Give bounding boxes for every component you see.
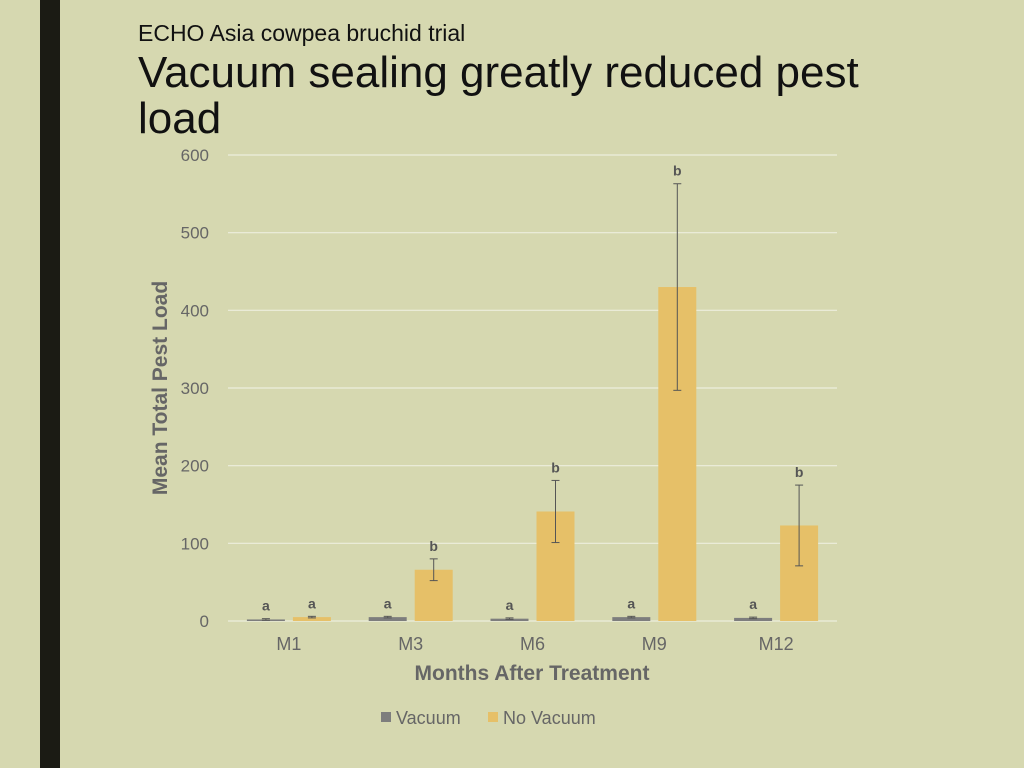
significance-label: b: [795, 464, 804, 480]
x-tick-label: M12: [759, 634, 794, 654]
legend-swatch-no-vacuum: [488, 712, 498, 722]
significance-label: a: [749, 596, 757, 612]
x-tick-label: M6: [520, 634, 545, 654]
significance-label: a: [384, 595, 392, 611]
x-tick-label: M3: [398, 634, 423, 654]
legend-swatch-vacuum: [381, 712, 391, 722]
bar: [612, 617, 651, 621]
y-tick-label: 400: [181, 301, 209, 320]
x-axis-title: Months After Treatment: [415, 662, 650, 685]
y-tick-label: 0: [200, 612, 209, 631]
y-tick-label: 300: [181, 379, 209, 398]
significance-label: b: [551, 459, 560, 475]
significance-label: a: [262, 598, 270, 614]
side-accent-bar: [40, 0, 60, 768]
bar: [368, 617, 407, 621]
legend-label-vacuum: Vacuum: [396, 708, 461, 728]
y-tick-label: 200: [181, 457, 209, 476]
slide-subtitle: ECHO Asia cowpea bruchid trial: [138, 20, 466, 46]
significance-label: a: [308, 595, 316, 611]
x-tick-label: M1: [276, 634, 301, 654]
legend-label-no-vacuum: No Vacuum: [503, 708, 596, 728]
significance-label: a: [506, 597, 514, 613]
y-tick-label: 600: [181, 146, 209, 165]
x-tick-label: M9: [642, 634, 667, 654]
bar: [292, 617, 331, 621]
slide-title: Vacuum sealing greatly reduced pest load: [138, 48, 859, 143]
significance-label: b: [673, 163, 682, 179]
bar: [734, 617, 773, 621]
y-tick-label: 100: [181, 534, 209, 553]
significance-label: a: [627, 595, 635, 611]
y-axis-title: Mean Total Pest Load: [149, 281, 172, 495]
y-tick-label: 500: [181, 224, 209, 243]
significance-label: b: [429, 538, 438, 554]
